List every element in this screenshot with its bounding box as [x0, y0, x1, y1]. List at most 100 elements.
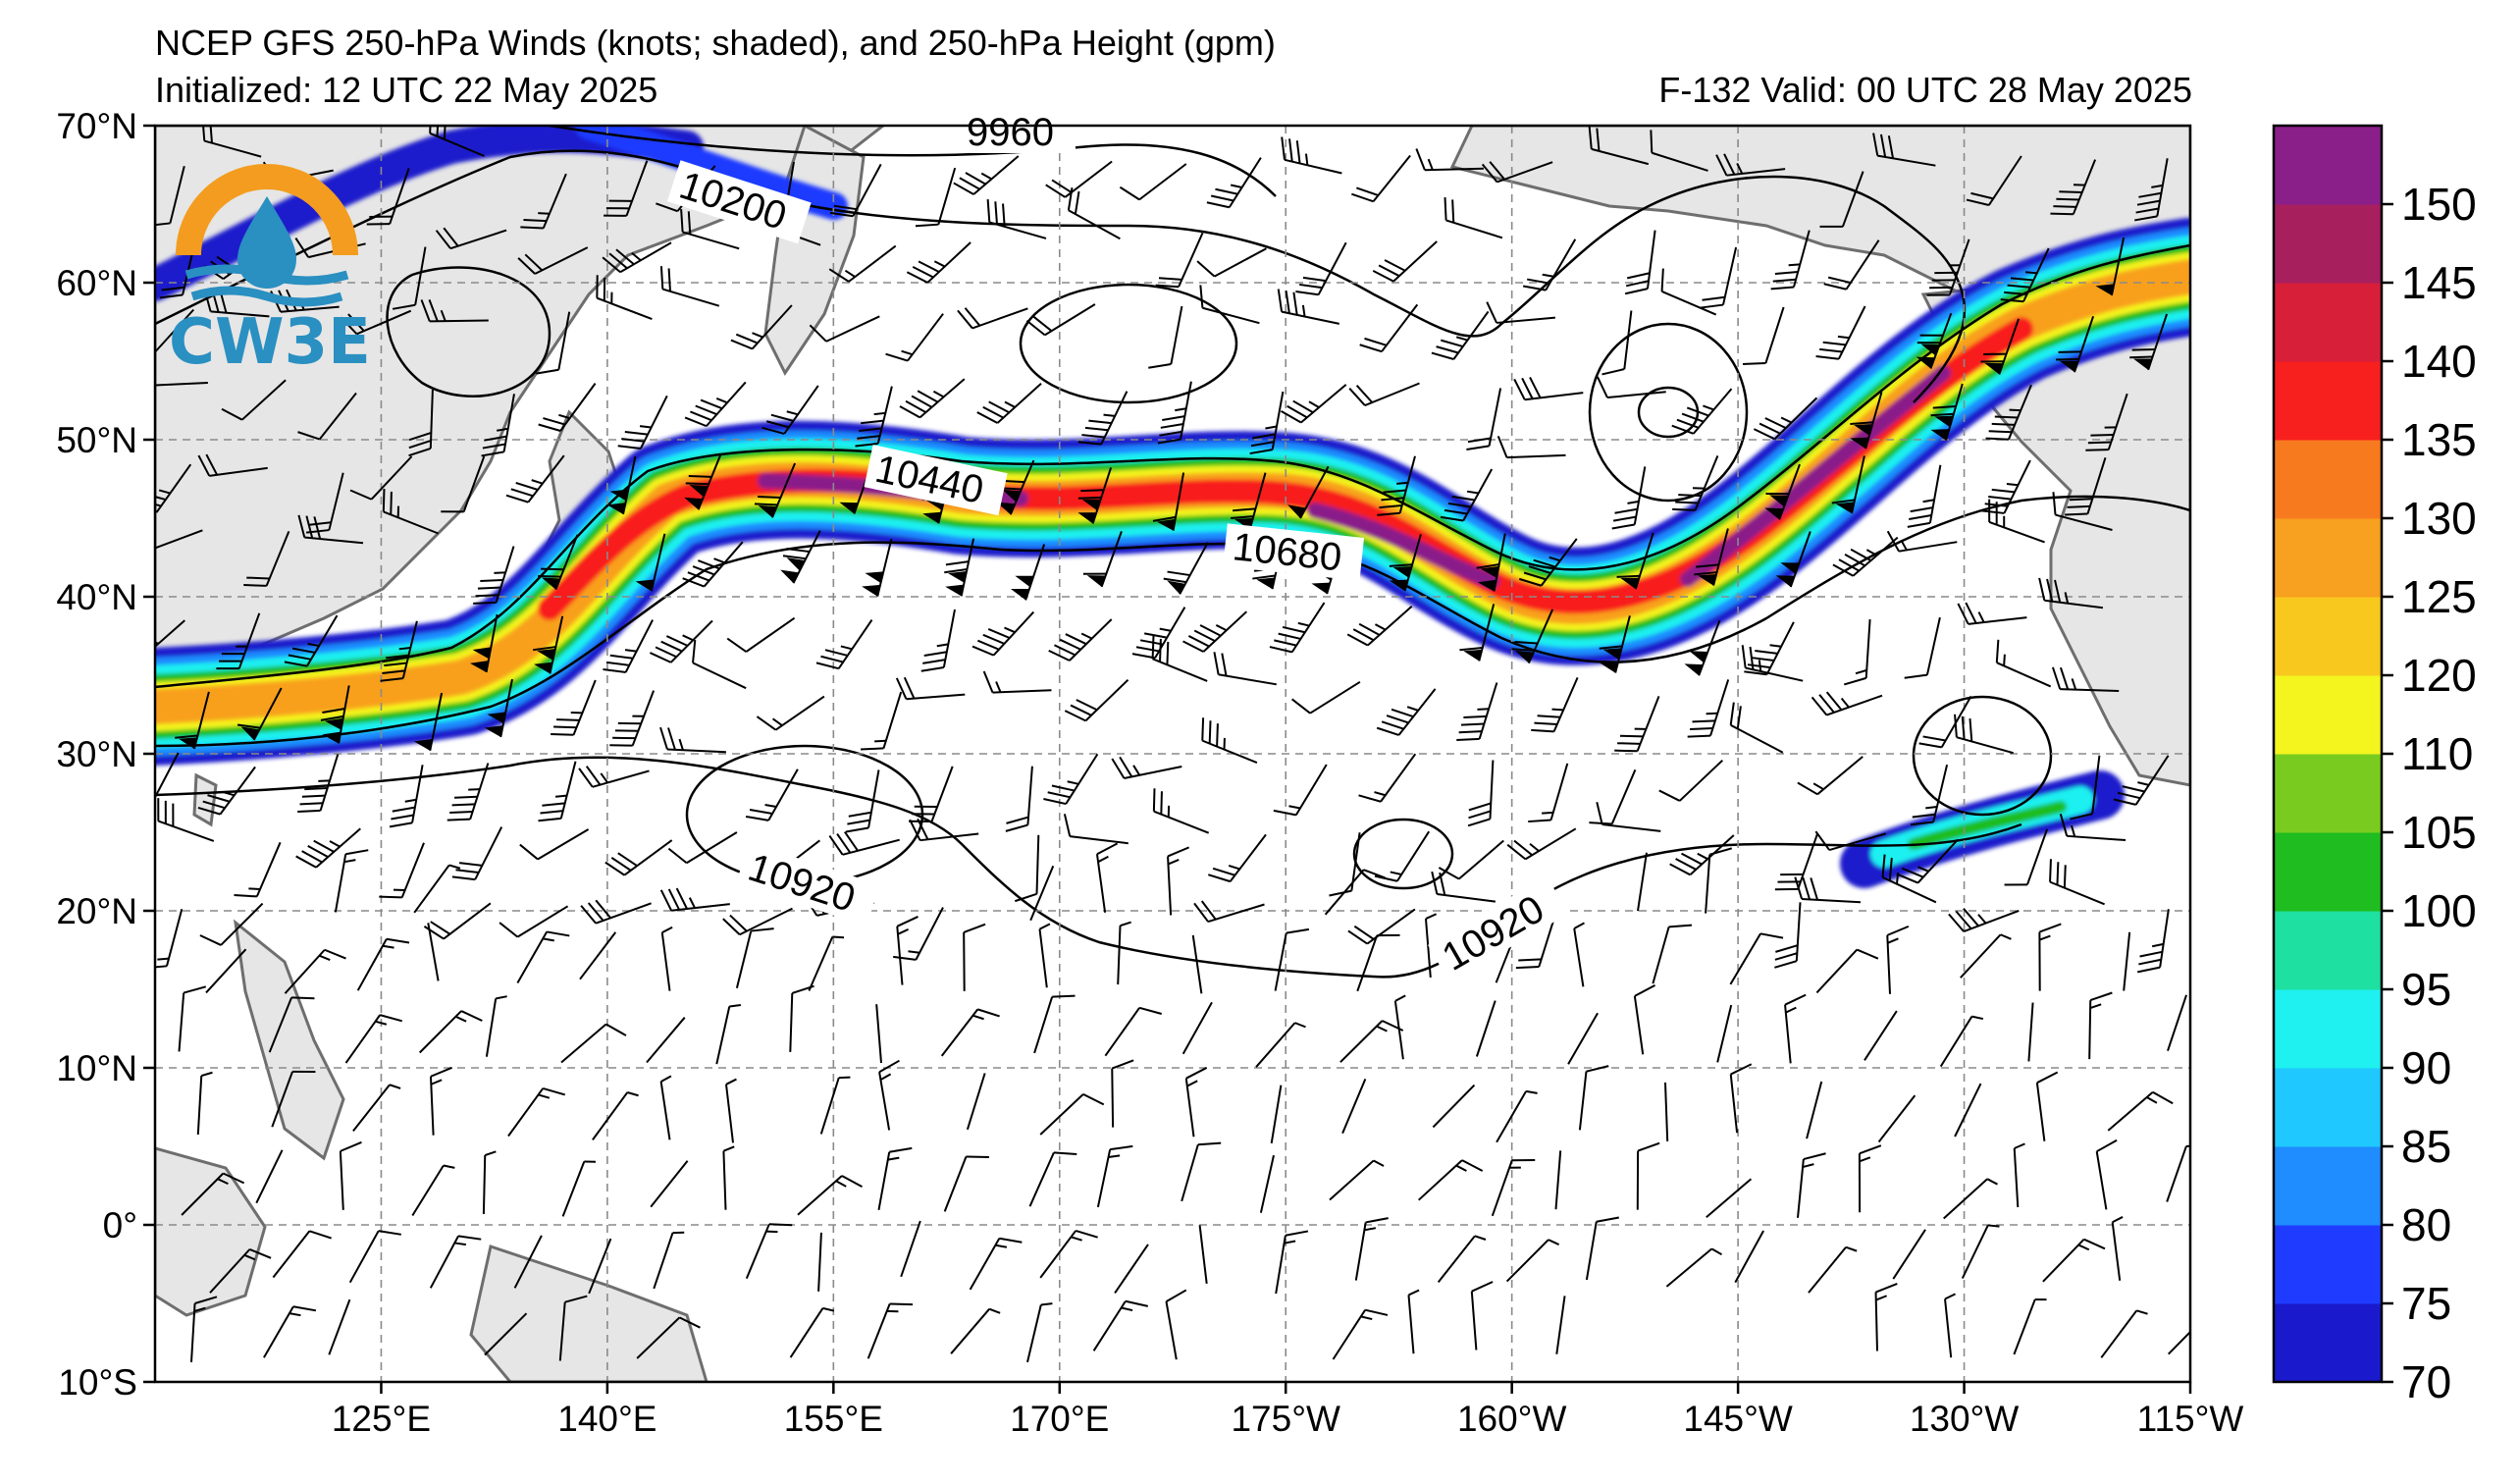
wind-barb [1513, 376, 1584, 401]
contour-label-9960: 9960 [967, 111, 1054, 154]
wind-barb [761, 385, 819, 435]
axis-ticks [143, 124, 2192, 1394]
wind-barb [2123, 931, 2131, 991]
colorbar-segment [2274, 361, 2382, 441]
wind-barb [754, 462, 797, 518]
wind-barb [2088, 991, 2113, 1060]
wind-barb [944, 538, 975, 597]
wind-barb [592, 1091, 639, 1140]
wind-barb [297, 392, 357, 441]
wind-barb [1764, 463, 1801, 520]
colorbar-segment [2274, 754, 2382, 833]
wind-barb [216, 612, 261, 670]
wind-barb [427, 923, 440, 981]
wind-barb [2038, 923, 2062, 991]
wind-barb [1665, 1247, 1722, 1288]
wind-barb [1082, 531, 1123, 588]
wind-barb [1064, 678, 1129, 722]
wind-barb [2049, 859, 2105, 906]
latitude-labels: 70°N 60°N 50°N 40°N 30°N 20°N 10°N 0° 10°S [56, 106, 137, 1403]
wind-barb [349, 455, 413, 501]
wind-barb [328, 1298, 351, 1355]
wind-barb [243, 531, 290, 587]
wind-barb [484, 1312, 528, 1356]
wind-barb [1589, 768, 1637, 825]
colorbar-tick-label: 145 [2401, 257, 2477, 308]
wind-barb [1077, 467, 1113, 524]
wind-barb [1481, 161, 1553, 184]
wind-barb [1916, 312, 1953, 369]
wind-barb [284, 614, 339, 667]
wind-barb [2134, 158, 2169, 222]
wind-barb [519, 828, 590, 861]
wind-barb [2137, 909, 2170, 974]
colorbar-frame [2272, 124, 2384, 1384]
logo-wave-1 [184, 264, 349, 286]
wind-barb [1393, 994, 1406, 1060]
wind-barb [1815, 305, 1866, 360]
cw3e-logo: CW3E [169, 164, 371, 379]
wind-barb [1184, 1067, 1208, 1138]
wind-barb [893, 907, 944, 961]
wind-barb [408, 389, 434, 457]
wind-barb [1753, 397, 1818, 441]
wind-barb [829, 163, 882, 218]
wind-barb [1775, 531, 1811, 588]
wind-barb [1274, 927, 1310, 991]
wind-barb [1157, 381, 1192, 445]
wind-barb [155, 382, 208, 387]
wind-barb [1684, 619, 1721, 676]
wind-barb [1741, 645, 1804, 682]
wind-barb [862, 539, 893, 597]
wind-barb [875, 1004, 882, 1064]
wind-barb [234, 841, 282, 898]
land-philippines [233, 919, 345, 1161]
wind-barb [1431, 871, 1496, 903]
wind-barb [635, 533, 666, 592]
wind-barb [815, 619, 873, 670]
wind-barb [1823, 239, 1880, 291]
wind-barb [2013, 1142, 2025, 1207]
wind-barb [2013, 1298, 2047, 1355]
lon-label: 125°E [332, 1399, 431, 1439]
wind-barb [181, 1172, 245, 1216]
wind-barb [735, 927, 774, 989]
wind-barb [155, 619, 185, 661]
colorbar-tick-label: 120 [2401, 650, 2477, 701]
wind-barb [1671, 388, 1733, 435]
wind-barb [1039, 1229, 1098, 1279]
wind-barb [1874, 1283, 1898, 1351]
wind-barb [1038, 923, 1051, 988]
wind-barb [1531, 676, 1579, 733]
wind-barb [1045, 160, 1113, 198]
wind-barb [1389, 534, 1422, 592]
wind-barb [866, 1302, 914, 1359]
wind-barb [1359, 303, 1419, 353]
wind-barb [1273, 764, 1328, 817]
wind-barb [1213, 652, 1277, 686]
wind-barb [1111, 1059, 1134, 1128]
wind-barb [284, 948, 346, 994]
wind-barb [1167, 846, 1190, 916]
wind-barb [1966, 155, 2022, 207]
wind-barb [915, 167, 957, 228]
wind-barb [197, 453, 268, 477]
colorbar-segment [2274, 204, 2382, 284]
wind-barb [1694, 528, 1729, 586]
wind-barb [379, 842, 425, 899]
wind-barb [499, 905, 569, 938]
wind-barb [271, 1070, 316, 1128]
wind-barb [1729, 702, 1784, 754]
wind-barb [413, 864, 461, 914]
wind-barb [1111, 756, 1182, 779]
wind-barb [1287, 465, 1330, 519]
wind-barb [659, 887, 730, 912]
wind-barb [1151, 635, 1208, 682]
wind-barb [1356, 933, 1400, 992]
lon-label: 155°E [784, 1399, 883, 1439]
wind-barb [516, 930, 570, 983]
colorbar-tick-label: 80 [2401, 1199, 2451, 1250]
wind-barb [1904, 616, 1941, 679]
wind-barb [1114, 1244, 1149, 1294]
wind-barb [263, 1305, 317, 1358]
